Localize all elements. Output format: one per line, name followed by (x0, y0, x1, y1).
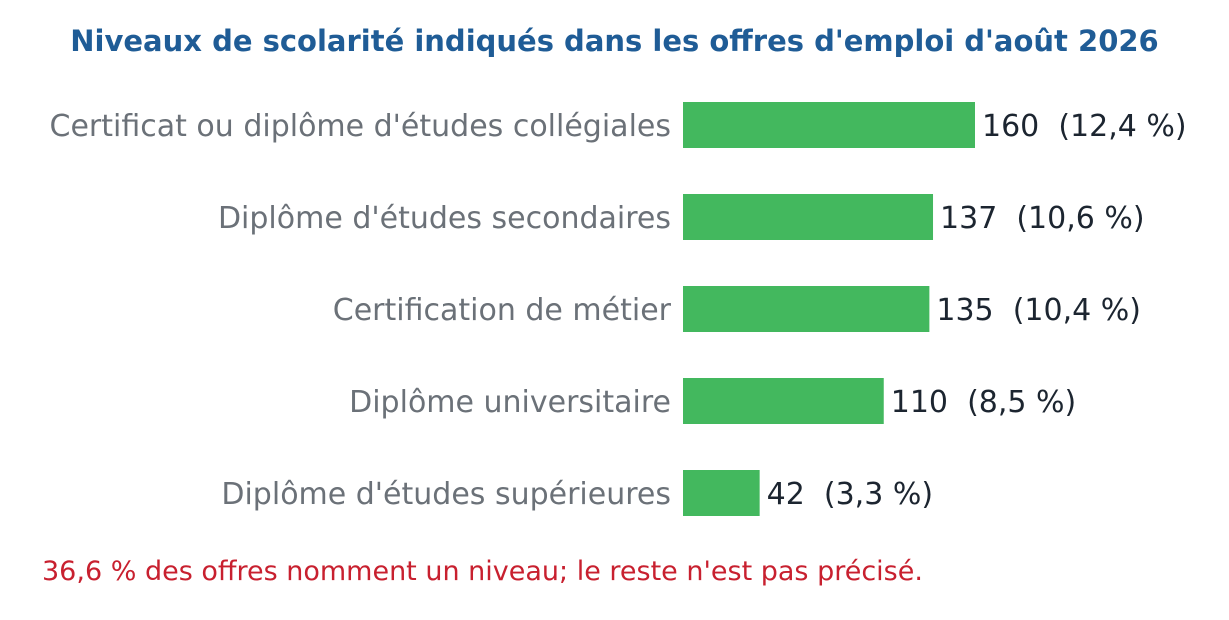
value-label: 135 (10,4 %) (936, 293, 1141, 328)
bar (683, 286, 930, 332)
bar (683, 470, 760, 516)
category-label: Diplôme d'études secondaires (218, 201, 671, 236)
value-label: 137 (10,6 %) (940, 201, 1145, 236)
category-label: Certificat ou diplôme d'études collégial… (50, 109, 672, 144)
category-label: Diplôme universitaire (349, 385, 671, 420)
category-label: Certification de métier (333, 293, 672, 328)
chart-title: Niveaux de scolarité indiqués dans les o… (70, 24, 1159, 58)
bar (683, 194, 934, 240)
value-label: 160 (12,4 %) (982, 109, 1187, 144)
category-label: Diplôme d'études supérieures (221, 477, 671, 512)
bar (683, 378, 884, 424)
bars-group: Certificat ou diplôme d'études collégial… (50, 102, 1187, 516)
bar (683, 102, 975, 148)
footnote: 36,6 % des offres nomment un niveau; le … (42, 556, 923, 587)
value-label: 110 (8,5 %) (891, 385, 1077, 420)
value-label: 42 (3,3 %) (767, 477, 933, 512)
